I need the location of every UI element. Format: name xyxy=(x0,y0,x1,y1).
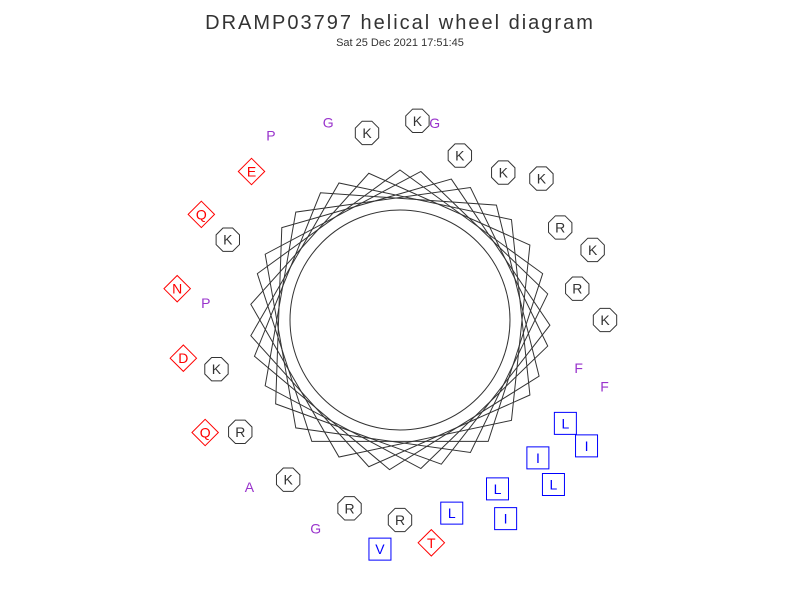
residue-letter: L xyxy=(561,415,569,431)
residue-K-22: K xyxy=(276,468,299,491)
residue-R-6: R xyxy=(566,277,589,300)
residue-letter: K xyxy=(413,113,423,129)
residue-letter: K xyxy=(362,125,372,141)
residue-G-21: G xyxy=(310,521,321,537)
residue-letter: K xyxy=(588,242,598,258)
residue-K-35: K xyxy=(355,121,378,144)
residue-letter: K xyxy=(283,472,293,488)
residue-P-33: P xyxy=(266,128,275,144)
residue-letter: K xyxy=(212,361,222,377)
residue-K-26: K xyxy=(205,357,228,380)
residue-I-11: I xyxy=(576,435,598,457)
residue-L-14: L xyxy=(487,478,509,500)
residue-letter: K xyxy=(537,171,547,187)
residue-Q-25: Q xyxy=(192,419,218,445)
residue-I-12: I xyxy=(527,447,549,469)
residue-F-9: F xyxy=(600,378,609,394)
residue-K-2: K xyxy=(492,161,515,184)
residue-T-17: T xyxy=(418,530,444,556)
residue-letter: L xyxy=(448,505,456,521)
residue-letter: R xyxy=(344,500,354,516)
residue-I-15: I xyxy=(495,508,517,530)
inner-circle xyxy=(290,210,510,430)
residue-letter: Q xyxy=(196,206,207,222)
residue-A-23: A xyxy=(245,479,255,495)
residue-K-3: K xyxy=(530,167,553,190)
residue-V-19: V xyxy=(369,538,391,560)
residue-letter: I xyxy=(585,438,589,454)
residue-L-16: L xyxy=(441,502,463,524)
residue-G-1: G xyxy=(429,115,440,131)
residue-letter: I xyxy=(504,511,508,527)
residue-letter: R xyxy=(395,512,405,528)
residue-letter: R xyxy=(572,281,582,297)
residue-letter: K xyxy=(455,148,465,164)
residue-P-28: P xyxy=(201,295,210,311)
residue-N-29: N xyxy=(164,275,190,301)
residue-D-27: D xyxy=(170,345,196,371)
residue-letter: G xyxy=(323,115,334,131)
residue-L-10: L xyxy=(554,412,576,434)
residue-letter: V xyxy=(375,541,385,557)
residue-letter: P xyxy=(266,128,275,144)
residue-R-4: R xyxy=(549,216,572,239)
residue-letter: L xyxy=(494,481,502,497)
residue-letter: Q xyxy=(200,425,211,441)
residue-K-5: K xyxy=(581,238,604,261)
residue-F-8: F xyxy=(574,360,583,376)
pentagon-layer xyxy=(251,183,530,467)
residue-letter: N xyxy=(172,281,182,297)
residue-letter: K xyxy=(499,165,509,181)
helical-wheel-diagram: KGKKRKRKFFLIILLILTRVRGKARQKDPNKQEPGKK xyxy=(0,0,800,600)
residue-L-13: L xyxy=(542,474,564,496)
residue-letter: K xyxy=(223,232,233,248)
residue-letter: K xyxy=(600,312,610,328)
residue-G-34: G xyxy=(323,115,334,131)
residue-K-7: K xyxy=(593,308,616,331)
residue-letter: E xyxy=(247,164,256,180)
residue-letter: F xyxy=(600,378,609,394)
residue-R-24: R xyxy=(229,420,252,443)
residue-letter: P xyxy=(201,295,210,311)
residue-K-30: K xyxy=(216,228,239,251)
residue-letter: I xyxy=(536,450,540,466)
residue-R-20: R xyxy=(338,497,361,520)
residue-letter: F xyxy=(574,360,583,376)
residue-R-18: R xyxy=(388,508,411,531)
pentagon-layer xyxy=(265,188,548,469)
residue-letter: G xyxy=(310,521,321,537)
residue-letter: R xyxy=(235,424,245,440)
residue-letter: A xyxy=(245,479,255,495)
residue-letter: D xyxy=(178,350,188,366)
residue-letter: L xyxy=(550,477,558,493)
pentagon-layer xyxy=(251,173,530,457)
residue-K-36: K xyxy=(406,109,429,132)
residue-Q-31: Q xyxy=(188,201,214,227)
residue-letter: R xyxy=(555,220,565,236)
pentagon-layer xyxy=(265,171,548,452)
residue-K-0: K xyxy=(448,144,471,167)
residue-E-32: E xyxy=(238,158,264,184)
residue-letter: G xyxy=(429,115,440,131)
residue-letter: T xyxy=(427,535,436,551)
